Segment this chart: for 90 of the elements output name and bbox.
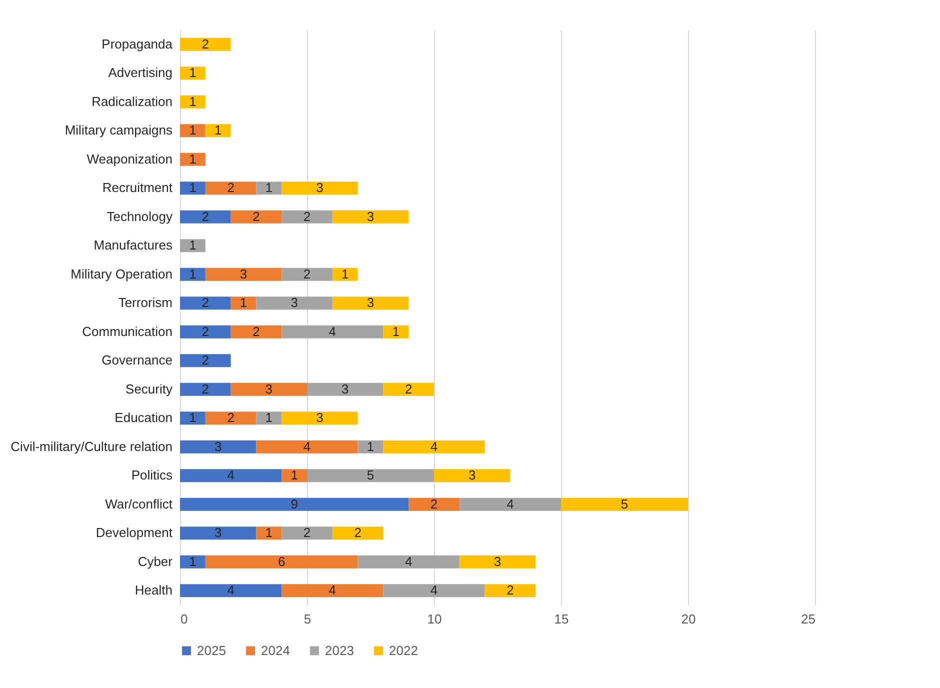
data-label: 1 — [189, 554, 196, 569]
y-tick-label: Military Operation — [70, 266, 172, 282]
data-label: 1 — [189, 238, 196, 253]
data-label: 2 — [506, 582, 514, 598]
data-label: 3 — [290, 295, 298, 310]
y-tick-label: Radicalization — [92, 94, 172, 109]
y-tick-label: Weaponization — [86, 151, 172, 166]
data-label: 2 — [227, 180, 234, 196]
data-label: 3 — [366, 295, 374, 310]
data-label: 3 — [316, 180, 324, 196]
y-tick-label: Cyber — [138, 554, 174, 569]
y-tick-label: Education — [114, 410, 172, 426]
data-label: 4 — [328, 324, 336, 339]
x-tick-label: 0 — [180, 612, 188, 626]
data-label: 4 — [506, 496, 514, 512]
y-tick-label: Manufactures — [94, 238, 173, 253]
x-tick-label: 15 — [554, 612, 569, 626]
data-label: 1 — [265, 180, 273, 196]
y-tick-label: Terrorism — [118, 295, 172, 310]
data-label: 2 — [202, 295, 210, 310]
data-label: 9 — [290, 496, 298, 512]
y-tick-label: Recruitment — [102, 180, 173, 196]
data-label: 1 — [189, 151, 196, 166]
data-label: 1 — [341, 266, 349, 282]
data-label: 2 — [227, 410, 234, 426]
data-label: 4 — [328, 582, 336, 598]
y-tick-label: Military campaigns — [64, 122, 173, 138]
data-label: 2 — [202, 352, 210, 368]
data-label: 6 — [278, 554, 286, 569]
legend-label: 2024 — [261, 642, 290, 658]
data-label: 5 — [620, 496, 628, 512]
legend-label: 2022 — [389, 642, 418, 658]
data-label: 4 — [227, 582, 234, 598]
data-label: 2 — [202, 324, 210, 339]
data-label: 4 — [430, 582, 438, 598]
data-label: 2 — [252, 324, 260, 339]
data-label: 1 — [240, 295, 248, 310]
data-label: 4 — [430, 438, 438, 454]
y-tick-label: Health — [134, 582, 172, 598]
data-label: 2 — [303, 525, 311, 540]
data-label: 1 — [392, 324, 400, 339]
data-label: 1 — [290, 468, 298, 483]
data-label: 1 — [189, 180, 196, 196]
data-label: 2 — [202, 208, 210, 224]
data-label: 3 — [341, 381, 349, 396]
data-label: 2 — [354, 525, 362, 540]
data-label: 3 — [214, 438, 222, 454]
x-tick-label: 10 — [427, 612, 442, 626]
y-tick-label: Propaganda — [102, 36, 174, 52]
data-label: 5 — [366, 468, 374, 483]
data-label: 3 — [468, 468, 476, 483]
data-label: 4 — [303, 438, 311, 454]
data-label: 2 — [202, 381, 210, 396]
y-tick-label: Technology — [106, 208, 173, 224]
data-label: 1 — [265, 410, 273, 426]
data-label: 1 — [189, 410, 196, 426]
data-label: 4 — [404, 554, 412, 569]
data-label: 3 — [494, 554, 502, 569]
data-label: 3 — [265, 381, 273, 396]
data-label: 1 — [189, 94, 196, 109]
legend-label: 2025 — [197, 642, 226, 658]
y-tick-label: Civil-military/Culture relation — [10, 438, 172, 454]
y-tick-label: Politics — [131, 468, 173, 483]
data-label: 1 — [189, 122, 196, 138]
data-label: 2 — [303, 208, 311, 224]
data-label: 1 — [265, 525, 273, 540]
x-tick-label: 20 — [681, 612, 696, 626]
y-tick-label: Governance — [102, 352, 172, 368]
data-label: 2 — [430, 496, 438, 512]
data-label: 3 — [316, 410, 324, 426]
data-label: 3 — [240, 266, 248, 282]
data-label: 1 — [189, 266, 196, 282]
data-label: 4 — [227, 468, 234, 483]
legend-label: 2023 — [325, 642, 354, 658]
data-label: 3 — [366, 208, 374, 224]
data-label: 2 — [202, 36, 210, 52]
y-tick-label: Security — [126, 381, 173, 396]
data-label: 2 — [303, 266, 311, 282]
y-tick-label: Development — [96, 525, 173, 540]
y-tick-label: Communication — [82, 324, 172, 339]
data-label: 3 — [214, 525, 222, 540]
x-tick-label: 25 — [801, 612, 816, 626]
y-tick-label: War/conflict — [105, 496, 173, 512]
data-label: 2 — [252, 208, 260, 224]
y-tick-label: Advertising — [108, 65, 172, 80]
x-tick-label: 5 — [304, 612, 312, 626]
data-label: 1 — [366, 438, 374, 454]
data-label: 1 — [189, 65, 196, 80]
data-label: 1 — [214, 122, 222, 138]
data-label: 2 — [404, 381, 412, 396]
